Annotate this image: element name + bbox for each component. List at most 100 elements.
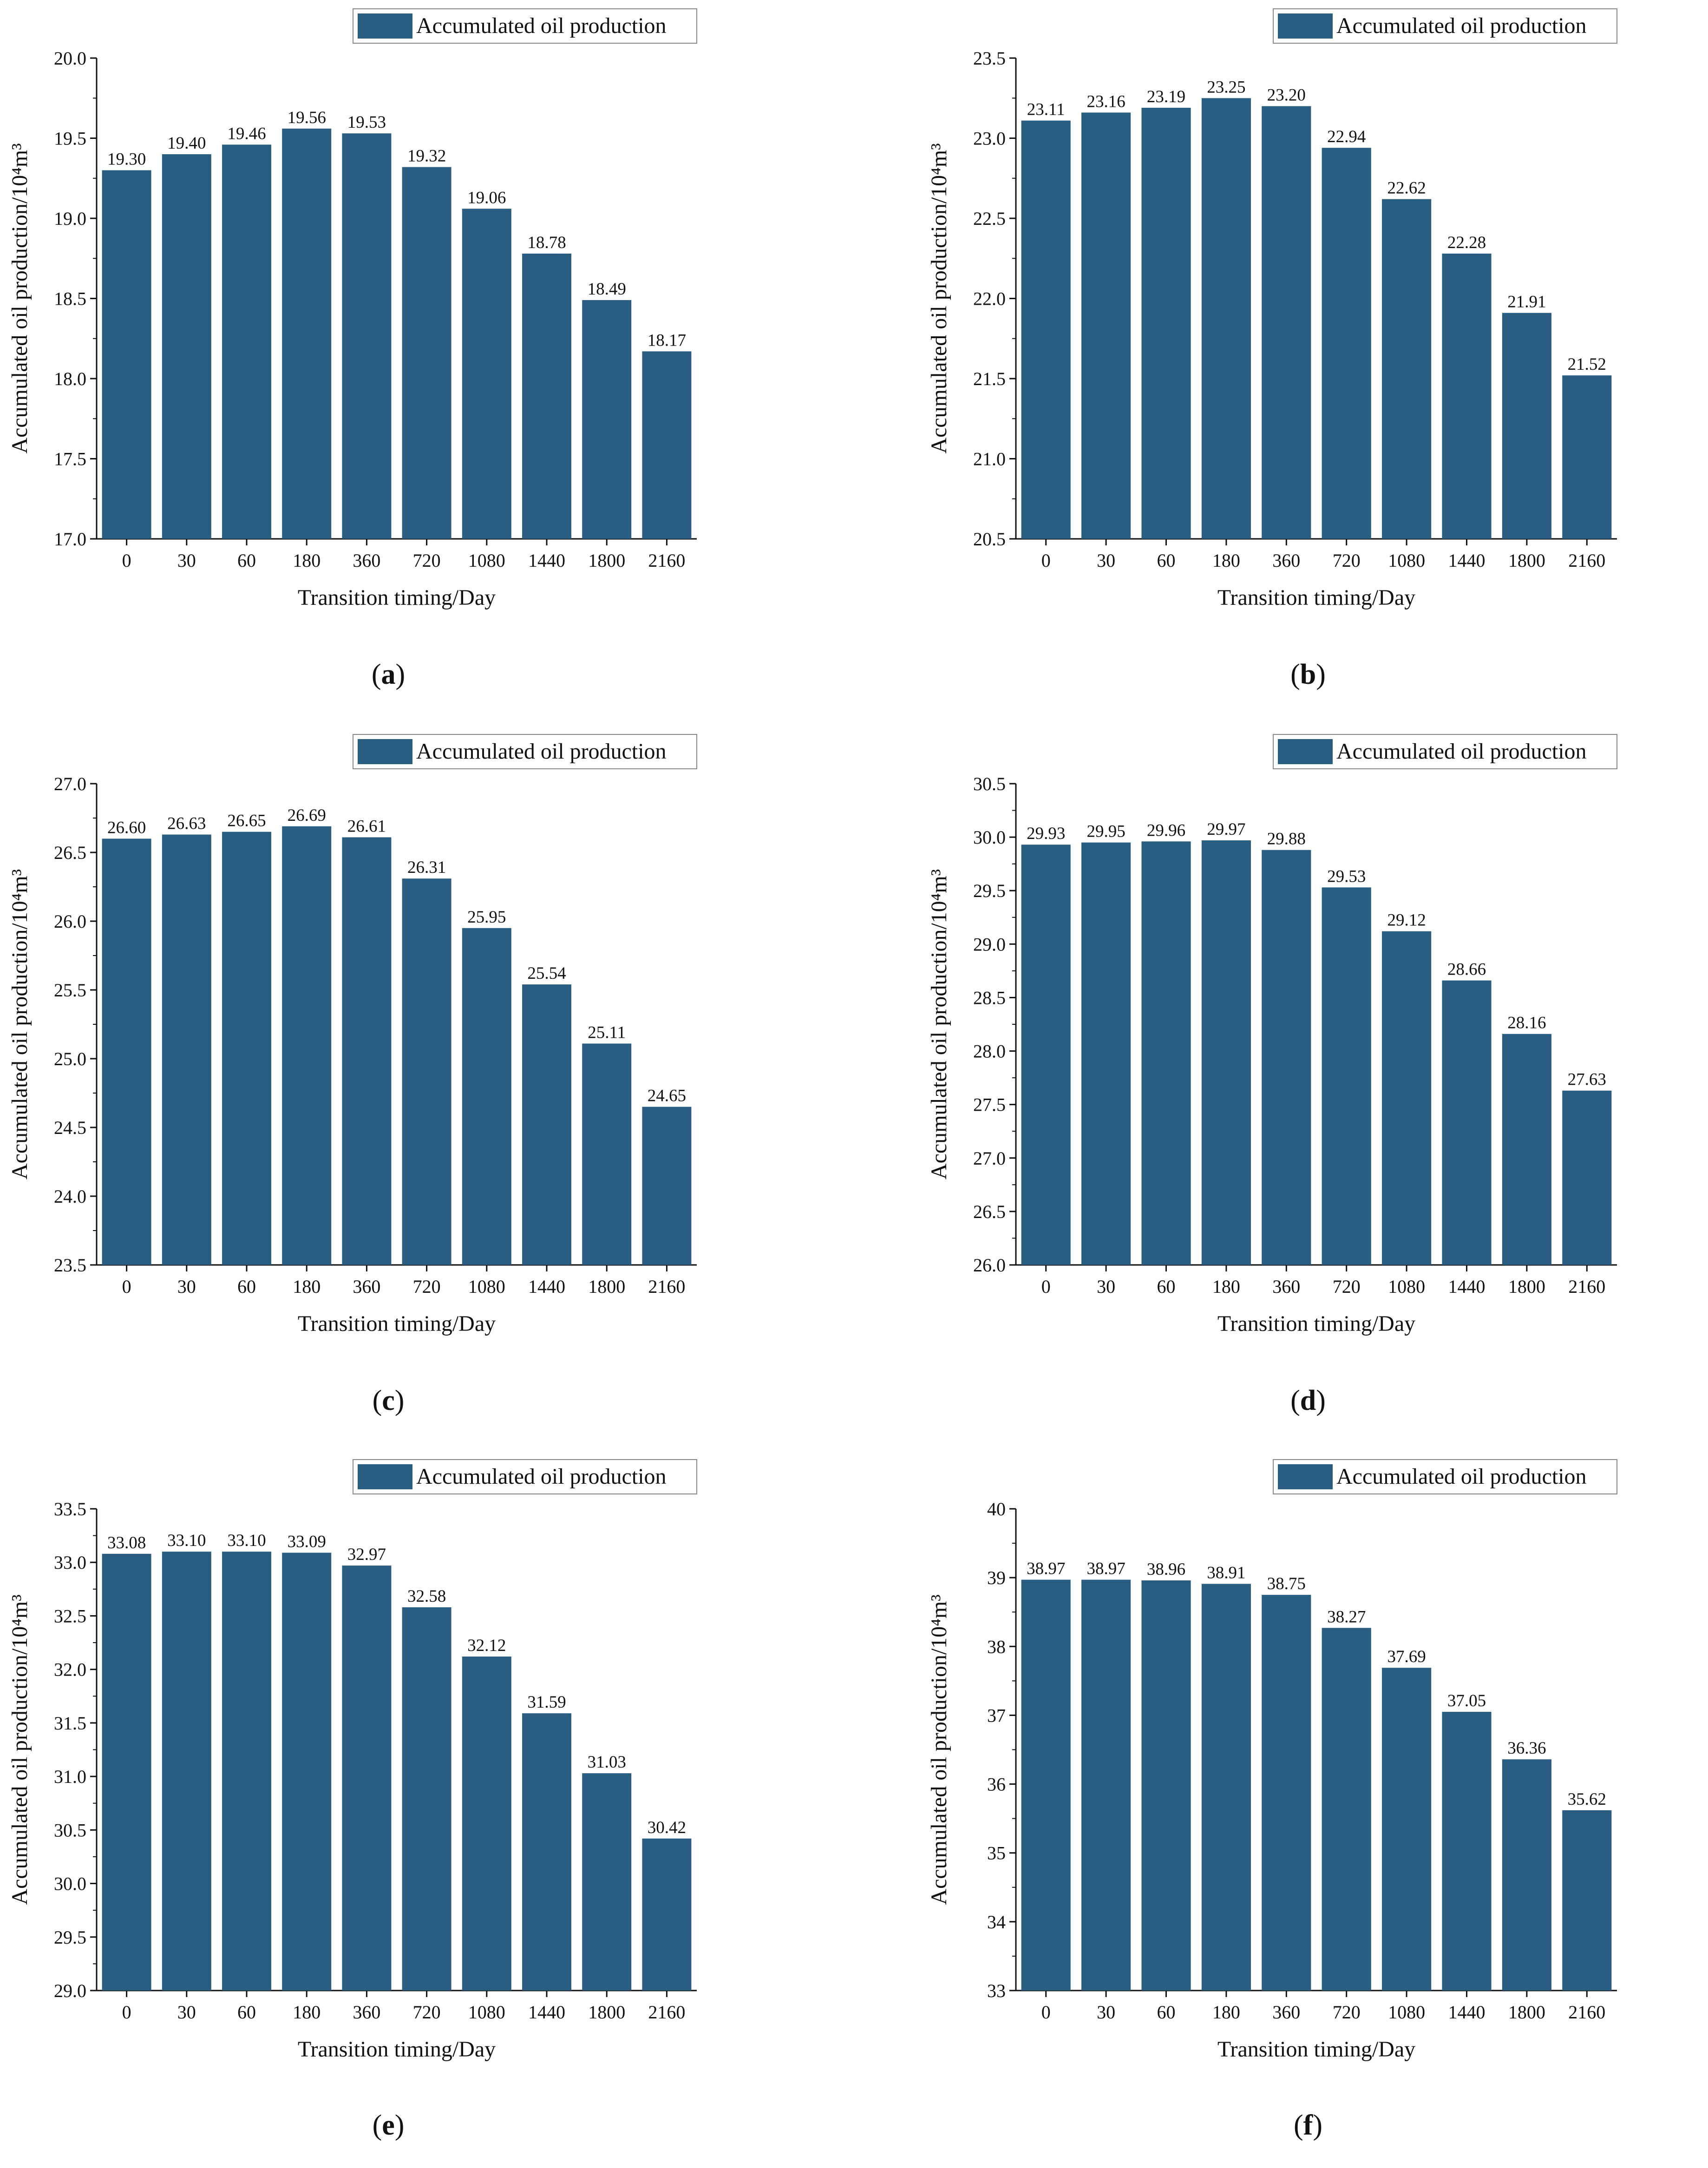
y-axis-title: Accumulated oil production/10⁴m³	[7, 869, 32, 1179]
y-tick-label: 30.5	[54, 1820, 86, 1841]
bar-60	[222, 832, 271, 1265]
data-label: 19.40	[167, 134, 206, 153]
data-label: 26.63	[167, 814, 206, 833]
x-tick-label: 0	[122, 2002, 131, 2023]
data-label: 19.53	[347, 113, 386, 132]
bar-0	[1021, 1579, 1071, 1991]
bar-2160	[1562, 1810, 1612, 1991]
y-tick-label: 38	[987, 1636, 1006, 1657]
x-axis-title: Transition timing/Day	[1217, 1311, 1415, 1336]
bar-60	[222, 144, 271, 539]
data-label: 29.88	[1267, 830, 1306, 849]
bar-180	[1201, 1584, 1251, 1991]
y-tick-label: 18.5	[54, 288, 86, 309]
x-tick-label: 180	[1212, 1276, 1240, 1297]
bar-30	[162, 834, 211, 1265]
data-label: 26.65	[227, 812, 266, 831]
y-tick-label: 23.0	[973, 128, 1006, 149]
x-tick-label: 0	[1041, 550, 1051, 571]
y-tick-label: 29.0	[54, 1980, 86, 2001]
data-label: 29.96	[1147, 821, 1185, 840]
x-tick-label: 30	[1097, 1276, 1115, 1297]
y-axis-title: Accumulated oil production/10⁴m³	[927, 1594, 951, 1905]
x-tick-label: 0	[1041, 2002, 1051, 2023]
y-tick-label: 17.0	[54, 529, 86, 550]
data-label: 38.75	[1267, 1574, 1306, 1593]
x-tick-label: 180	[1212, 550, 1240, 571]
y-axis-title: Accumulated oil production/10⁴m³	[7, 143, 32, 453]
y-tick-label: 30.5	[973, 773, 1006, 794]
x-tick-label: 1800	[1508, 2002, 1545, 2023]
chart-panel-c: 23.5 24.0 24.5 25.0 25.5 26.0 26.5 27.0 26.60 0 26…	[7, 734, 697, 1416]
x-tick-label: 180	[293, 2002, 321, 2023]
x-tick-label: 60	[237, 1276, 256, 1297]
data-label: 22.28	[1447, 233, 1486, 252]
bar-30	[1081, 842, 1131, 1265]
bar-1080	[1382, 1668, 1432, 1991]
y-tick-label: 36	[987, 1774, 1006, 1795]
data-label: 33.08	[107, 1533, 146, 1552]
data-label: 38.96	[1147, 1560, 1185, 1579]
data-label: 38.27	[1327, 1607, 1366, 1626]
y-tick-label: 26.5	[54, 842, 86, 863]
data-label: 29.95	[1086, 822, 1125, 841]
legend-swatch	[1278, 13, 1333, 39]
legend-swatch	[358, 739, 412, 764]
y-tick-label: 29.5	[973, 880, 1006, 901]
legend-label: Accumulated oil production	[416, 739, 667, 764]
data-label: 19.32	[407, 147, 446, 166]
bar-360	[1262, 1595, 1311, 1991]
x-tick-label: 1080	[468, 2002, 505, 2023]
bar-30	[162, 1552, 211, 1991]
x-tick-label: 1080	[468, 1276, 505, 1297]
y-tick-label: 17.5	[54, 449, 86, 470]
y-tick-label: 22.0	[973, 288, 1006, 309]
bar-180	[282, 1552, 332, 1991]
x-tick-label: 1440	[1448, 1276, 1486, 1297]
x-tick-label: 720	[413, 1276, 441, 1297]
x-tick-label: 30	[177, 550, 196, 571]
y-tick-label: 31.5	[54, 1713, 86, 1734]
y-axis-title: Accumulated oil production/10⁴m³	[927, 869, 951, 1179]
x-tick-label: 30	[177, 1276, 196, 1297]
bar-1800	[582, 300, 632, 539]
y-axis-title: Accumulated oil production/10⁴m³	[927, 143, 951, 453]
y-tick-label: 32.5	[54, 1605, 86, 1626]
data-label: 25.11	[588, 1023, 626, 1042]
y-tick-label: 20.5	[973, 529, 1006, 550]
data-label: 38.91	[1207, 1563, 1245, 1582]
x-tick-label: 1080	[1388, 1276, 1425, 1297]
bar-60	[1141, 841, 1191, 1265]
x-tick-label: 60	[237, 550, 256, 571]
x-tick-label: 360	[1272, 550, 1300, 571]
panel-caption: (a)	[372, 659, 405, 690]
y-tick-label: 20.0	[54, 48, 86, 69]
legend: Accumulated oil production	[1273, 734, 1617, 769]
data-label: 23.16	[1086, 92, 1125, 111]
panel-caption: (c)	[373, 1385, 405, 1416]
bar-180	[282, 128, 332, 539]
x-tick-label: 2160	[648, 1276, 685, 1297]
panel-caption: (b)	[1290, 659, 1326, 690]
data-label: 19.06	[467, 188, 506, 207]
bar-720	[1322, 148, 1371, 539]
data-label: 22.94	[1327, 127, 1366, 146]
data-label: 32.12	[467, 1636, 506, 1655]
x-tick-label: 1440	[1448, 550, 1486, 571]
bar-1800	[582, 1043, 632, 1265]
bar-1440	[1442, 1712, 1492, 1991]
y-tick-label: 34	[987, 1912, 1006, 1932]
y-tick-label: 21.0	[973, 449, 1006, 470]
data-label: 23.25	[1207, 78, 1245, 97]
legend-label: Accumulated oil production	[1336, 739, 1587, 764]
x-tick-label: 720	[1333, 2002, 1361, 2023]
y-tick-label: 33.5	[54, 1499, 86, 1520]
x-tick-label: 30	[1097, 550, 1115, 571]
y-tick-label: 23.5	[54, 1255, 86, 1276]
chart-panel-a: 17.0 17.5 18.0 18.5 19.0 19.5 20.0 19.30 0 19.40 3…	[7, 8, 697, 690]
y-tick-label: 22.5	[973, 208, 1006, 229]
x-tick-label: 1440	[528, 2002, 565, 2023]
y-tick-label: 19.5	[54, 128, 86, 149]
data-label: 38.97	[1027, 1559, 1065, 1579]
x-tick-label: 0	[122, 1276, 131, 1297]
